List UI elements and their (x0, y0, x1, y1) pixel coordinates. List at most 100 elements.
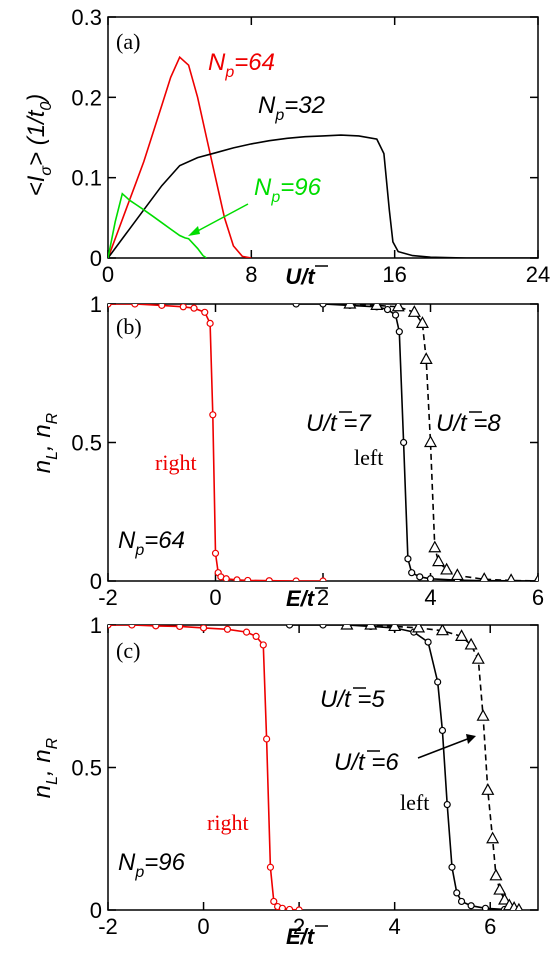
data-point-circle (319, 625, 327, 629)
data-point-circle (404, 555, 412, 563)
y-tick-label: 1 (90, 613, 102, 638)
data-point-triangle (471, 651, 485, 664)
data-point-circle (319, 304, 327, 308)
data-point-triangle (493, 882, 507, 895)
series-line (349, 304, 538, 581)
data-point-circle (395, 328, 403, 336)
data-point-triangle (498, 892, 512, 905)
data-point-circle (199, 625, 208, 632)
data-point-circle (223, 625, 232, 633)
data-point-triangle (432, 554, 446, 567)
data-point-triangle (464, 637, 478, 650)
x-tick-label: 0 (209, 585, 221, 610)
data-point-triangle (476, 708, 490, 721)
data-point-circle (176, 625, 184, 631)
data-point-triangle (364, 625, 378, 630)
annotation-left-b: left (354, 445, 383, 470)
y-tick-label: 0.2 (71, 85, 102, 110)
data-point-circle (270, 897, 278, 906)
series-line (108, 134, 538, 258)
annotation-np96: Np=96 (254, 174, 322, 206)
data-point-triangle (343, 304, 357, 309)
y-tick-label: 0.5 (71, 431, 102, 456)
x-tick-label: 2 (317, 585, 329, 610)
annotation-u7: U/t =7 (306, 410, 372, 437)
ticks-a: 0 8 16 24 0 0.1 0.2 0.3 (71, 5, 550, 287)
arrow-u6 (417, 737, 471, 759)
panel-label-b: (b) (116, 314, 142, 339)
data-point-circle (158, 304, 166, 309)
data-point-triangle (455, 629, 469, 642)
annotation-np64-b: Np=64 (118, 527, 185, 559)
data-point-triangle (506, 573, 516, 581)
ticks-b: -2 0 2 4 600.51 (71, 292, 544, 610)
annotation-np96-c: Np=96 (118, 849, 186, 881)
series-a (108, 55, 538, 258)
x-axis-label-c: E/t (286, 924, 316, 949)
y-tick-label: 0.3 (71, 5, 102, 30)
annotation-u8: U/t =8 (436, 410, 501, 437)
panel-label-c: (c) (116, 638, 140, 663)
x-tick-label: 6 (532, 585, 544, 610)
data-point-circle (252, 632, 260, 641)
annotation-right-c: right (207, 810, 249, 835)
data-point-circle (278, 904, 286, 910)
data-point-circle (481, 904, 490, 910)
data-point-circle (179, 304, 187, 311)
x-tick-label: 8 (245, 262, 257, 287)
data-point-triangle (435, 625, 449, 636)
data-point-triangle (514, 902, 523, 910)
series-line (108, 304, 323, 581)
y-tick-label: 0 (90, 246, 102, 271)
data-point-triangle (481, 783, 495, 795)
data-point-circle (434, 678, 442, 686)
data-point-circle (211, 549, 220, 557)
series-line (108, 55, 252, 258)
data-point-triangle (388, 625, 402, 632)
data-point-circle (408, 569, 416, 577)
data-point-circle (206, 319, 214, 327)
data-point-triangle (440, 562, 454, 575)
data-point-circle (295, 906, 303, 910)
data-point-circle (222, 575, 230, 581)
data-point-circle (426, 575, 435, 581)
data-point-circle (319, 577, 327, 581)
data-point-triangle (534, 573, 538, 581)
annotation-right-b: right (155, 450, 197, 475)
x-tick-label: -2 (98, 914, 118, 939)
data-point-triangle (340, 625, 354, 630)
data-point-circle (416, 573, 424, 581)
data-point-triangle (391, 304, 405, 312)
arrow-head-np96 (188, 226, 200, 236)
y-axis-label-c: nL, nR (29, 737, 61, 798)
x-tick-label: 0 (102, 262, 114, 287)
plot-frame-a (107, 16, 539, 259)
data-point-circle (285, 905, 294, 910)
data-point-circle (391, 311, 400, 319)
data-point-circle (383, 305, 392, 314)
x-tick-label: 6 (484, 914, 496, 939)
data-point-circle (263, 735, 271, 743)
arrow-np96 (191, 203, 249, 235)
data-point-circle (265, 577, 273, 581)
series-c (108, 625, 523, 910)
data-point-circle (152, 625, 160, 630)
annotation-np32: Np=32 (258, 92, 325, 124)
x-tick-label: 16 (382, 262, 406, 287)
annotation-np64: Np=64 (208, 49, 275, 81)
data-point-circle (131, 304, 139, 308)
panel-b: -2 0 2 4 600.51 (b) U/t =7 U/t =8 right left… (29, 292, 544, 611)
series-b (108, 304, 538, 581)
data-point-circle (259, 641, 267, 649)
data-point-triangle (370, 304, 384, 310)
annotation-u5: U/t =5 (320, 686, 385, 713)
series-line (296, 304, 538, 581)
data-point-triangle (479, 572, 490, 581)
annotation-left-c: left (400, 790, 429, 815)
ticks-c: -2 0 2 4 600.51 (71, 613, 538, 939)
panel-label-a: (a) (116, 29, 140, 54)
data-point-triangle (486, 831, 500, 844)
data-point-circle (448, 863, 456, 871)
data-point-circle (292, 304, 300, 308)
